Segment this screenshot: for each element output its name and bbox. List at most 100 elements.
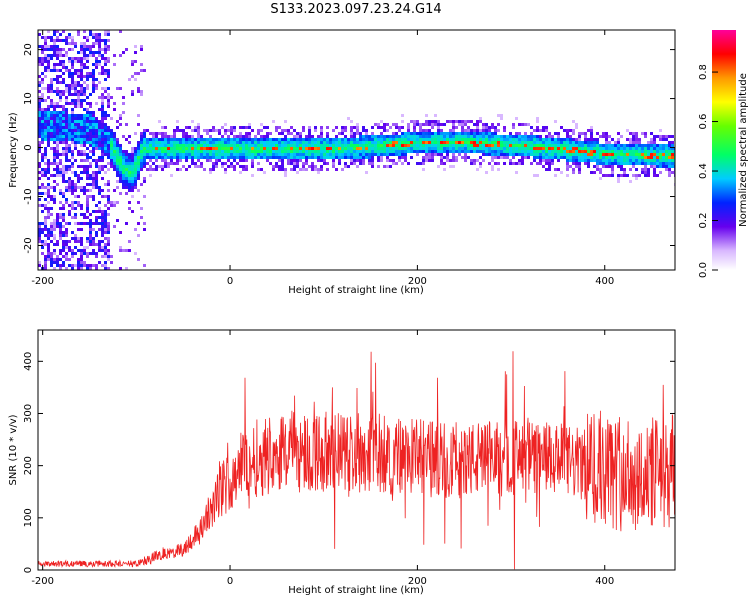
heat-cell	[47, 258, 50, 261]
heat-cell	[257, 141, 260, 144]
heat-cell	[71, 237, 74, 240]
heat-cell	[95, 129, 98, 132]
heat-cell	[41, 192, 44, 195]
heat-cell	[263, 150, 266, 153]
heat-cell	[53, 219, 56, 222]
heat-cell	[56, 117, 59, 120]
heat-cell	[44, 204, 47, 207]
heat-cell	[350, 126, 353, 129]
heat-cell	[548, 150, 551, 153]
heat-cell	[440, 138, 443, 141]
heat-cell	[98, 246, 101, 249]
heat-cell	[287, 132, 290, 135]
heat-cell	[446, 153, 449, 156]
heat-cell	[626, 129, 629, 132]
heat-cell	[299, 147, 302, 150]
heat-cell	[119, 87, 122, 90]
heat-cell	[233, 135, 236, 138]
heat-cell	[74, 99, 77, 102]
heat-cell	[53, 51, 56, 54]
heat-cell	[137, 159, 140, 162]
heat-cell	[650, 165, 653, 168]
heat-cell	[473, 123, 476, 126]
heat-cell	[545, 144, 548, 147]
heat-cell	[443, 144, 446, 147]
heat-cell	[83, 171, 86, 174]
heat-cell	[80, 189, 83, 192]
heat-cell	[89, 129, 92, 132]
heat-cell	[518, 132, 521, 135]
heat-cell	[179, 153, 182, 156]
heat-cell	[86, 207, 89, 210]
heat-cell	[389, 138, 392, 141]
heat-cell	[638, 144, 641, 147]
heat-cell	[116, 87, 119, 90]
heat-cell	[518, 135, 521, 138]
heat-cell	[266, 153, 269, 156]
heat-cell	[656, 147, 659, 150]
heat-cell	[59, 258, 62, 261]
heat-cell	[98, 120, 101, 123]
heat-cell	[314, 153, 317, 156]
heat-cell	[296, 144, 299, 147]
heat-cell	[251, 150, 254, 153]
heat-cell	[56, 171, 59, 174]
heat-cell	[308, 165, 311, 168]
heat-cell	[470, 150, 473, 153]
heat-cell	[92, 186, 95, 189]
heat-cell	[482, 135, 485, 138]
heat-cell	[83, 159, 86, 162]
heat-cell	[89, 114, 92, 117]
heat-cell	[101, 249, 104, 252]
heat-cell	[293, 153, 296, 156]
heat-cell	[353, 153, 356, 156]
heat-cell	[251, 153, 254, 156]
heat-cell	[107, 156, 110, 159]
heat-cell	[584, 132, 587, 135]
heat-cell	[155, 135, 158, 138]
heat-cell	[278, 141, 281, 144]
heat-cell	[635, 135, 638, 138]
heat-cell	[98, 186, 101, 189]
heat-cell	[275, 138, 278, 141]
heat-cell	[44, 153, 47, 156]
heat-cell	[422, 156, 425, 159]
heat-cell	[212, 165, 215, 168]
colorbar-ticks: 0.00.20.40.60.8	[698, 64, 718, 278]
heat-cell	[104, 237, 107, 240]
heat-cell	[530, 153, 533, 156]
heat-cell	[416, 153, 419, 156]
heat-cell	[140, 132, 143, 135]
heat-cell	[479, 156, 482, 159]
heat-cell	[176, 162, 179, 165]
heat-cell	[653, 147, 656, 150]
heat-cell	[95, 102, 98, 105]
heat-cell	[86, 84, 89, 87]
heat-cell	[167, 162, 170, 165]
heat-cell	[41, 183, 44, 186]
heat-cell	[62, 180, 65, 183]
heat-cell	[536, 162, 539, 165]
heat-cell	[68, 144, 71, 147]
heat-cell	[47, 87, 50, 90]
heat-cell	[242, 165, 245, 168]
heat-cell	[59, 75, 62, 78]
heat-cell	[77, 240, 80, 243]
heat-cell	[578, 150, 581, 153]
heat-cell	[74, 57, 77, 60]
heat-cell	[464, 123, 467, 126]
heat-cell	[167, 156, 170, 159]
heat-cell	[554, 132, 557, 135]
heat-cell	[167, 135, 170, 138]
heat-cell	[191, 135, 194, 138]
heat-cell	[641, 159, 644, 162]
heat-cell	[344, 153, 347, 156]
heat-cell	[119, 159, 122, 162]
heat-cell	[38, 63, 41, 66]
heat-cell	[209, 153, 212, 156]
heat-cell	[86, 204, 89, 207]
heat-cell	[38, 96, 41, 99]
heat-cell	[575, 123, 578, 126]
heat-cell	[407, 150, 410, 153]
heat-cell	[590, 132, 593, 135]
